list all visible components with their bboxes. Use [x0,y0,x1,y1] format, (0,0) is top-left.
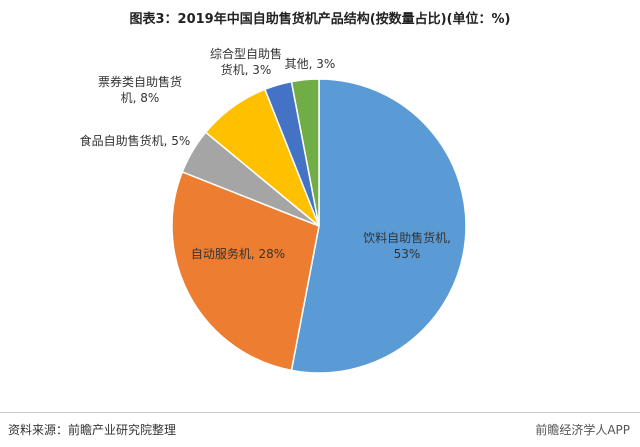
chart-title: 图表3：2019年中国自助售货机产品结构(按数量占比)(单位：%) [129,12,511,27]
slice-label: 饮料自助售货机, 53% [363,231,451,261]
slice-label: 综合型自助售货机, 3% [209,47,282,77]
brand-watermark: 前瞻经济学人APP [535,423,630,437]
pie-slice [290,78,467,374]
chart [171,78,467,374]
source-note: 资料来源：前瞻产业研究院整理 [8,423,177,437]
pie-slice [171,170,320,372]
slice-label: 食品自助售货机, 5% [79,134,191,148]
slice-label: 票券类自助售货机, 8% [97,75,182,105]
slice-label: 其他, 3% [284,57,336,71]
slice-label: 自动服务机, 28% [190,247,286,261]
divider [0,412,640,413]
pie-slice [290,78,320,227]
